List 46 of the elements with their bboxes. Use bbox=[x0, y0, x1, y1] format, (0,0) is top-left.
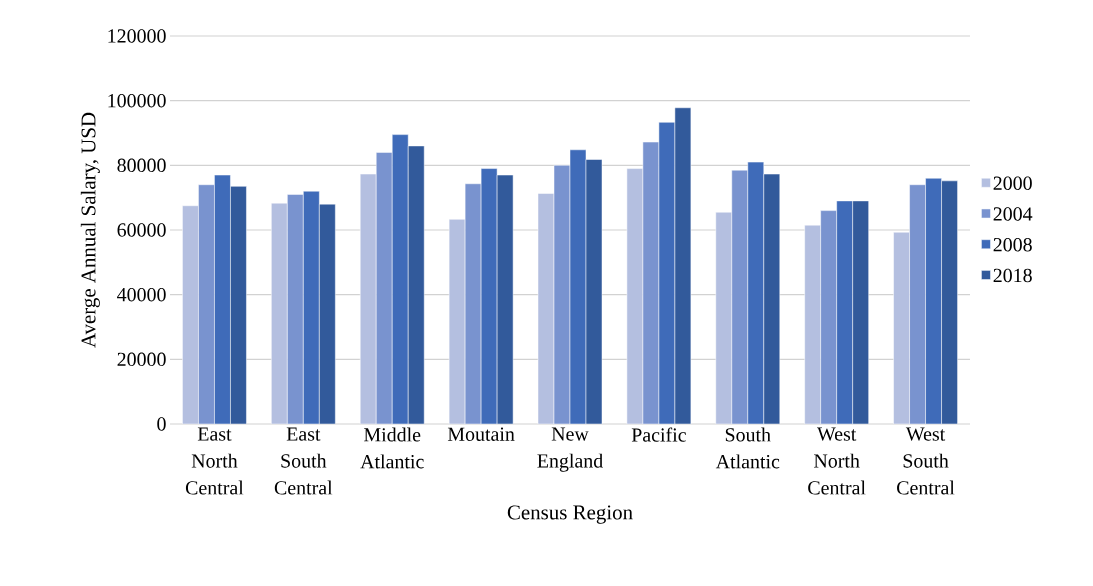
bar bbox=[731, 169, 749, 424]
legend-label: 2018 bbox=[993, 268, 1032, 283]
x-tick-label: West North Central bbox=[808, 427, 866, 495]
bar bbox=[359, 173, 377, 424]
x-tick-label: South Atlantic bbox=[715, 427, 780, 469]
y-tick-label: 120000 bbox=[108, 29, 166, 43]
x-tick-label: Moutain bbox=[447, 427, 515, 441]
bar bbox=[852, 200, 869, 424]
x-axis-title: Census Region bbox=[507, 505, 633, 524]
bar bbox=[715, 211, 733, 424]
bar bbox=[836, 200, 853, 424]
bar bbox=[198, 184, 215, 424]
bar bbox=[214, 175, 231, 424]
bar bbox=[287, 194, 304, 424]
y-axis-title: Averge Annual Salary, USD bbox=[80, 112, 100, 348]
bar bbox=[271, 202, 288, 424]
y-tick-label: 0 bbox=[157, 417, 166, 431]
x-tick-label: East South Central bbox=[274, 427, 333, 495]
bar bbox=[909, 184, 926, 424]
y-tick-label: 60000 bbox=[117, 223, 166, 237]
legend-label: 2000 bbox=[993, 176, 1032, 190]
bar bbox=[925, 178, 942, 424]
bar bbox=[941, 180, 958, 424]
bar bbox=[407, 145, 425, 424]
y-tick-label: 20000 bbox=[117, 352, 166, 367]
x-tick-label: Middle Atlantic bbox=[360, 427, 424, 469]
bar bbox=[319, 203, 336, 424]
bar bbox=[375, 152, 393, 424]
bar bbox=[893, 232, 910, 424]
y-tick-label: 100000 bbox=[108, 93, 166, 108]
y-tick-label: 40000 bbox=[117, 287, 166, 302]
bar bbox=[747, 161, 765, 424]
legend-label: 2008 bbox=[993, 237, 1032, 252]
x-tick-label: Pacific bbox=[631, 427, 686, 442]
x-tick-label: West South Central bbox=[897, 427, 955, 495]
bar bbox=[820, 210, 837, 424]
legend-label: 2004 bbox=[993, 207, 1033, 221]
x-tick-label: New England bbox=[537, 427, 603, 472]
x-tick-label: East North Central bbox=[185, 427, 244, 495]
bar bbox=[391, 134, 409, 424]
bar bbox=[182, 205, 199, 424]
y-tick-label: 80000 bbox=[117, 158, 166, 173]
bar bbox=[804, 224, 821, 424]
bar bbox=[763, 173, 781, 424]
bar bbox=[230, 186, 247, 424]
bar bbox=[303, 190, 320, 424]
